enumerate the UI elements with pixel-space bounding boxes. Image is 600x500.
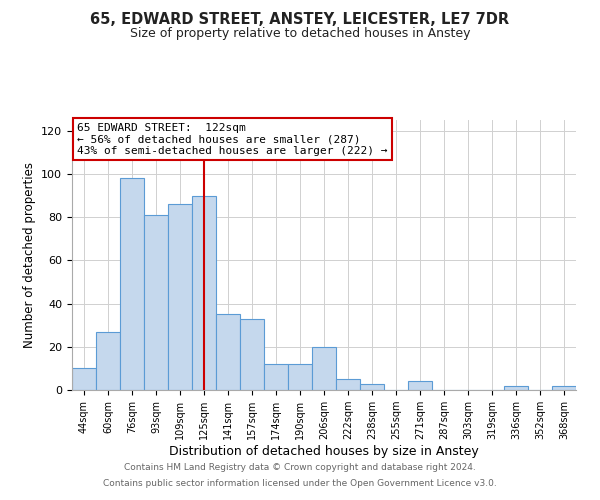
Bar bbox=[360, 384, 384, 390]
Bar bbox=[168, 204, 192, 390]
Bar bbox=[120, 178, 144, 390]
Text: Contains public sector information licensed under the Open Government Licence v3: Contains public sector information licen… bbox=[103, 478, 497, 488]
Bar bbox=[312, 347, 336, 390]
Text: Contains HM Land Registry data © Crown copyright and database right 2024.: Contains HM Land Registry data © Crown c… bbox=[124, 464, 476, 472]
Bar bbox=[264, 364, 288, 390]
Text: 65, EDWARD STREET, ANSTEY, LEICESTER, LE7 7DR: 65, EDWARD STREET, ANSTEY, LEICESTER, LE… bbox=[91, 12, 509, 28]
Bar bbox=[288, 364, 312, 390]
X-axis label: Distribution of detached houses by size in Anstey: Distribution of detached houses by size … bbox=[169, 445, 479, 458]
Text: Size of property relative to detached houses in Anstey: Size of property relative to detached ho… bbox=[130, 28, 470, 40]
Bar bbox=[336, 379, 360, 390]
Bar bbox=[96, 332, 120, 390]
Y-axis label: Number of detached properties: Number of detached properties bbox=[23, 162, 35, 348]
Bar bbox=[408, 382, 432, 390]
Bar bbox=[552, 386, 576, 390]
Text: 65 EDWARD STREET:  122sqm
← 56% of detached houses are smaller (287)
43% of semi: 65 EDWARD STREET: 122sqm ← 56% of detach… bbox=[77, 122, 388, 156]
Bar bbox=[504, 386, 528, 390]
Bar bbox=[192, 196, 216, 390]
Bar bbox=[216, 314, 240, 390]
Bar bbox=[72, 368, 96, 390]
Bar bbox=[240, 318, 264, 390]
Bar bbox=[144, 215, 168, 390]
